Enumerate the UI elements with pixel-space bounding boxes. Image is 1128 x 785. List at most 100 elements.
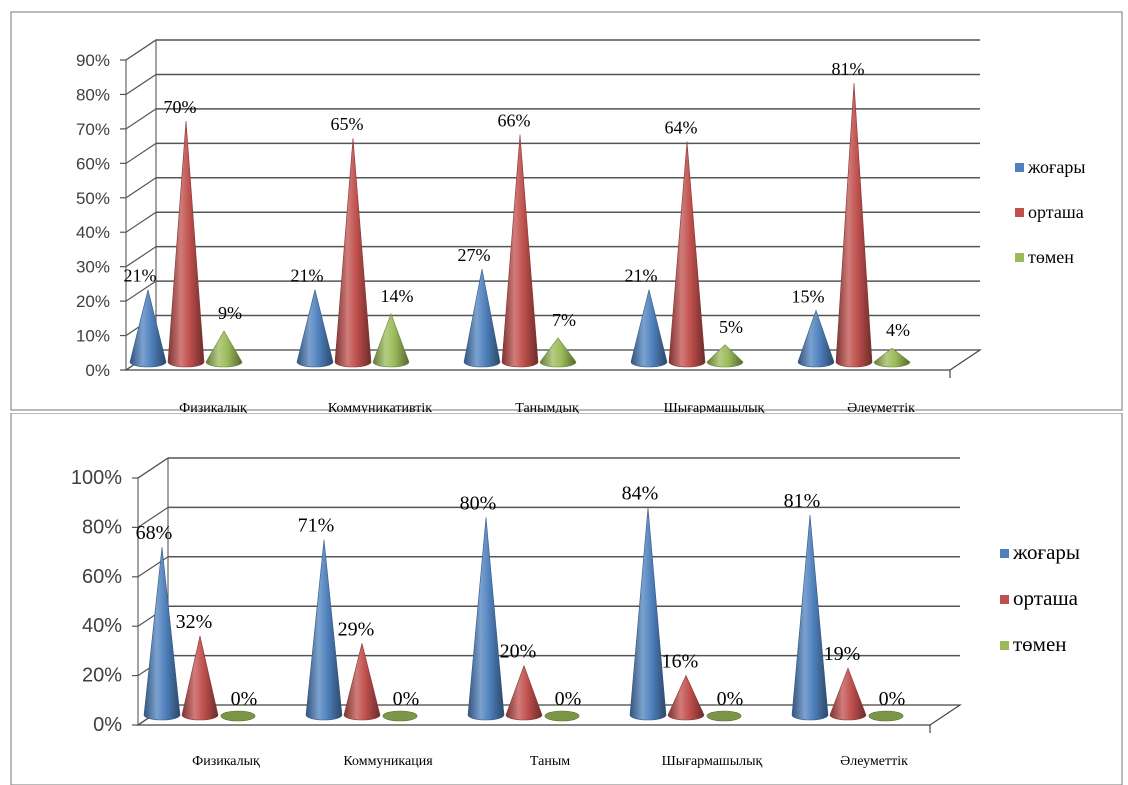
gridline-diag — [125, 246, 157, 268]
cone-bar — [167, 120, 205, 368]
legend-label: орташа — [1028, 202, 1084, 222]
cone-bar — [544, 710, 580, 722]
y-tick-label: 80% — [82, 516, 122, 538]
data-label: 4% — [886, 320, 910, 340]
cone-bar — [791, 514, 829, 721]
cone-bar — [668, 141, 706, 368]
data-label: 7% — [552, 310, 576, 330]
legend-swatch — [1000, 549, 1009, 558]
data-label: 9% — [218, 303, 242, 323]
chart-bottom: 0% 20% 40% 60% 80% 100% Физикалық Коммуникация Т… — [10, 413, 1123, 785]
x-category-label: Әлеуметтік — [847, 401, 915, 413]
y-tick-label: 40% — [76, 223, 110, 242]
gridline-diag — [125, 211, 157, 233]
cone-bar — [829, 667, 867, 721]
data-label: 65% — [331, 114, 364, 134]
gridline-diag — [125, 108, 157, 130]
x-category-label: Әлеуметтік — [840, 754, 908, 769]
x-category-label: Танымдық — [515, 401, 579, 413]
data-label: 0% — [879, 688, 906, 710]
data-label: 16% — [662, 650, 699, 672]
y-tick-label: 80% — [76, 85, 110, 104]
cone-bar — [873, 347, 911, 368]
data-label: 64% — [665, 118, 698, 138]
y-tick-label: 40% — [82, 615, 122, 637]
data-label: 19% — [824, 643, 861, 665]
y-tick-label: 70% — [76, 120, 110, 139]
y-tick-label: 20% — [82, 665, 122, 687]
y-tick-label: 90% — [76, 51, 110, 70]
gridline-diag — [125, 142, 157, 164]
y-tick-label: 60% — [76, 154, 110, 173]
cone-bar — [220, 710, 256, 722]
cone-bar — [372, 312, 410, 368]
cone-bar — [501, 134, 539, 368]
cone-bar — [706, 710, 742, 722]
cone-bar — [467, 517, 505, 721]
cone-bar — [835, 82, 873, 368]
cone-bar — [296, 289, 334, 368]
chart-bottom-panel: 0% 20% 40% 60% 80% 100% Физикалық Коммуникация Т… — [0, 413, 1128, 785]
data-label: 14% — [381, 286, 414, 306]
legend-label: жоғары — [1012, 540, 1080, 564]
cone-bar — [463, 268, 501, 368]
cone-bar — [505, 664, 543, 721]
legend-swatch — [1000, 641, 1009, 650]
legend-swatch — [1015, 208, 1024, 217]
data-label: 68% — [136, 522, 173, 544]
data-label: 70% — [164, 97, 197, 117]
y-tick-label: 20% — [76, 292, 110, 311]
cone-bar — [539, 337, 577, 368]
data-label: 21% — [291, 266, 324, 286]
cone-bar — [205, 330, 243, 368]
data-label: 84% — [622, 483, 659, 505]
data-label: 21% — [625, 266, 658, 286]
y-tick-label: 60% — [82, 566, 122, 588]
data-label: 80% — [460, 492, 497, 514]
chart-top-panel: 0% 10% 20% 30% 40% 50% 60% 70% 80% 90% Физикалық Ко… — [10, 11, 1123, 413]
data-label: 21% — [124, 266, 157, 286]
gridline-diag — [125, 177, 157, 199]
cone-bar — [129, 289, 167, 368]
data-label: 0% — [717, 688, 744, 710]
data-label: 27% — [458, 245, 491, 265]
cone-bar — [305, 539, 343, 721]
y-tick-label: 0% — [93, 714, 122, 736]
x-category-label: Физикалық — [192, 754, 260, 769]
cone-bar — [868, 710, 904, 722]
data-label: 32% — [176, 611, 213, 633]
y-tick-label: 100% — [71, 467, 122, 489]
legend-label: орташа — [1013, 586, 1079, 610]
gridline-diag — [137, 506, 169, 528]
legend-swatch — [1015, 163, 1024, 172]
cone-bar — [629, 507, 667, 721]
data-label: 81% — [784, 490, 821, 512]
legend-label: жоғары — [1027, 157, 1085, 177]
chart-frame — [10, 413, 1123, 785]
cone-bar — [706, 344, 744, 368]
x-category-label: Шығармашылық — [662, 754, 763, 769]
data-label: 5% — [719, 317, 743, 337]
data-label: 20% — [500, 641, 537, 663]
cone-bar — [334, 138, 372, 368]
data-label: 29% — [338, 618, 375, 640]
cone-bar — [181, 635, 219, 721]
y-tick-label: 30% — [76, 258, 110, 277]
cone-bar — [797, 309, 835, 368]
cone-bar — [382, 710, 418, 722]
x-category-label: Коммуникативтік — [328, 401, 432, 413]
cone-bar — [343, 643, 381, 721]
data-label: 0% — [555, 688, 582, 710]
data-label: 15% — [792, 286, 825, 306]
cone-bar — [630, 289, 668, 368]
y-tick-label: 10% — [76, 327, 110, 346]
data-label: 71% — [298, 515, 335, 537]
gridline-diag — [125, 280, 157, 302]
legend-label: төмен — [1013, 632, 1067, 656]
legend-swatch — [1000, 595, 1009, 604]
legend-swatch — [1015, 253, 1024, 262]
legend-label: төмен — [1028, 247, 1074, 267]
cone-bar — [667, 674, 705, 721]
x-category-label: Коммуникация — [343, 754, 433, 769]
data-label: 0% — [393, 688, 420, 710]
